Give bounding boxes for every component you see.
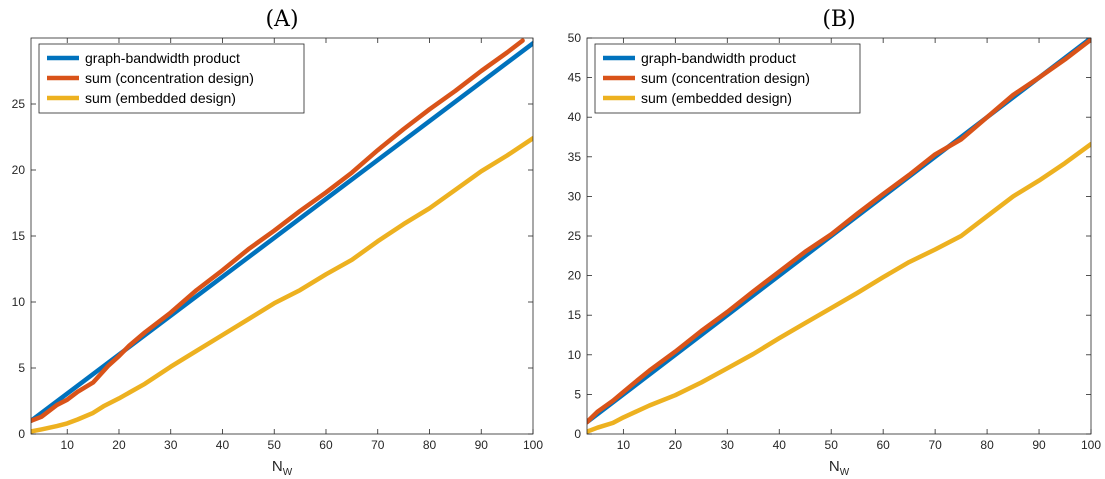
legend-label-0: graph-bandwidth product (641, 50, 796, 66)
x-tick-label: 80 (980, 438, 994, 452)
chart-panel-0: (A)10 20 30 40 50 60 70 80 90 1000510152025NWgrap… (12, 7, 544, 478)
y-tick-label: 0 (18, 427, 25, 441)
series-group (587, 38, 1091, 434)
x-tick-label: 100 (523, 438, 543, 452)
legend-label-2: sum (embedded design) (641, 90, 792, 106)
x-axis-label-main: N (829, 458, 840, 475)
y-tick-label: 35 (568, 150, 582, 164)
y-tick-label: 30 (568, 189, 582, 203)
legend-box (38, 43, 305, 114)
x-tick-label: 90 (1032, 438, 1046, 452)
x-tick-label: 60 (319, 438, 333, 452)
y-tick-label: 10 (12, 295, 26, 309)
x-axis-label-subscript: W (840, 467, 850, 478)
y-tick-label: 50 (568, 31, 582, 45)
x-axis-label-subscript: W (283, 467, 293, 478)
y-tick-label: 25 (568, 229, 582, 243)
series-group (31, 38, 533, 434)
chart-title: (B) (822, 7, 855, 32)
y-tick-label: 15 (568, 308, 582, 322)
legend-box (594, 43, 861, 114)
legend-label-2: sum (embedded design) (85, 90, 236, 106)
y-tick-label: 0 (574, 427, 581, 441)
x-tick-label: 70 (928, 438, 942, 452)
x-tick-label: 20 (669, 438, 683, 452)
y-tick-label: 5 (574, 387, 581, 401)
y-tick-label: 20 (12, 163, 26, 177)
x-axis-label: NW (829, 458, 850, 478)
x-tick-label: 90 (475, 438, 489, 452)
series-line-1 (587, 38, 1091, 425)
legend-label-1: sum (concentration design) (641, 70, 810, 86)
x-tick-label: 60 (876, 438, 890, 452)
series-line-2 (587, 141, 1091, 434)
x-tick-label: 80 (423, 438, 437, 452)
chart-panel-1: (B) 10 20 30 40 50 60 70 80 90 100 0 5 10 15 20 25 30 35 40… (568, 7, 1102, 478)
x-tick-label: 50 (268, 438, 282, 452)
x-tick-label: 10 (61, 438, 75, 452)
legend: graph-bandwidth product sum (concentratio… (594, 43, 861, 114)
x-tick-label: 40 (216, 438, 230, 452)
legend-label-1: sum (concentration design) (85, 70, 254, 86)
y-tick-label: 10 (568, 348, 582, 362)
y-tick-label: 5 (18, 361, 25, 375)
x-tick-label: 70 (371, 438, 385, 452)
chart-title: (A) (265, 7, 298, 32)
legend-label-0: graph-bandwidth product (85, 50, 240, 66)
y-tick-label: 20 (568, 269, 582, 283)
x-tick-label: 20 (112, 438, 126, 452)
legend: graph-bandwidth product sum (concentratio… (38, 43, 305, 114)
y-tick-label: 25 (12, 97, 26, 111)
x-tick-label: 30 (721, 438, 735, 452)
x-tick-label: 10 (617, 438, 631, 452)
x-tick-label: 40 (773, 438, 787, 452)
x-axis-label-main: N (272, 458, 283, 475)
series-line-2 (31, 136, 533, 434)
series-line-1 (31, 38, 525, 424)
y-tick-label: 15 (12, 229, 26, 243)
y-tick-label: 45 (568, 71, 582, 85)
y-tick-label: 40 (568, 110, 582, 124)
x-axis-label: NW (272, 458, 293, 478)
x-tick-label: 30 (164, 438, 178, 452)
x-tick-label: 100 (1081, 438, 1101, 452)
x-tick-label: 50 (825, 438, 839, 452)
